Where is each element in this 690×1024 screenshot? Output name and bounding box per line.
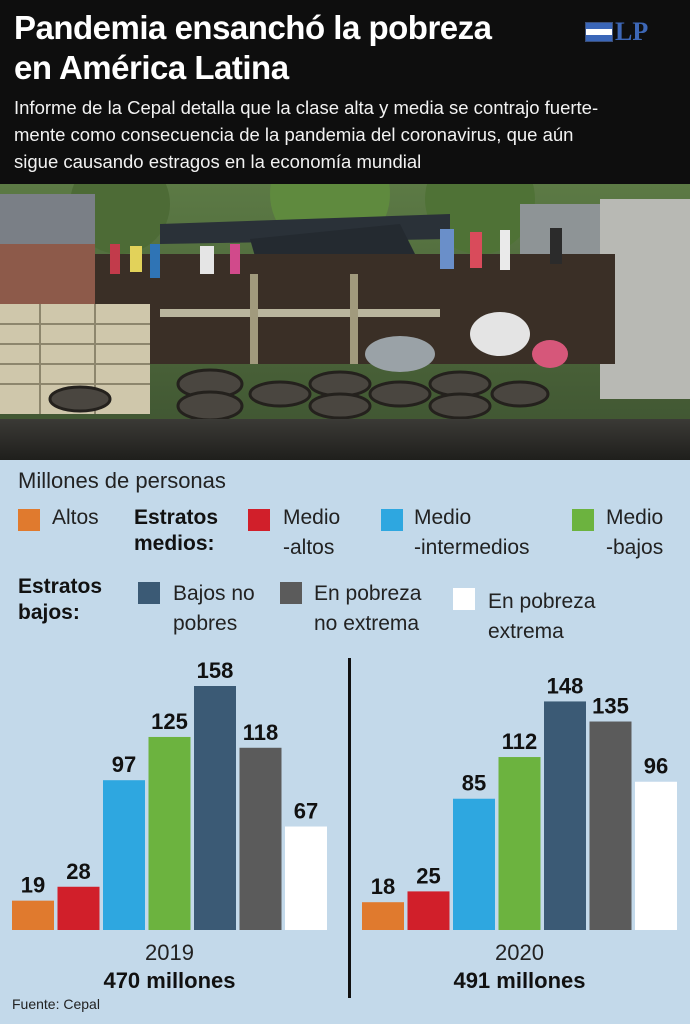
title-line-1: Pandemia ensanchó la pobreza [14, 9, 492, 46]
bajos-no-pobres-line-1: Bajos no [173, 582, 255, 605]
legend-swatch-bajos-no-pobres [138, 582, 160, 604]
bajos-no-pobres-line-2: pobres [173, 612, 238, 635]
legend-label-medio-bajos: Medio -bajos [606, 503, 663, 563]
bar-2019-pobreza-no-extrema [239, 747, 282, 930]
value-label-2019-medio-altos: 28 [66, 859, 90, 884]
bar-2019-medio-bajos [148, 736, 191, 930]
bar-2020-medio-intermedios [453, 798, 495, 930]
value-label-2019-bajos-no-pobres: 158 [197, 658, 234, 683]
bar-2019-altos [12, 900, 54, 930]
legend-label-pobreza-no-extrema: En pobreza no extrema [314, 579, 421, 639]
value-label-2019-medio-bajos: 125 [151, 709, 188, 734]
value-label-2020-pobreza-extrema: 96 [644, 754, 668, 779]
bar-2019-medio-intermedios [103, 780, 145, 930]
legend-swatch-pobreza-extrema [453, 588, 475, 610]
legend-label-pobreza-extrema: En pobreza extrema [488, 587, 595, 647]
value-label-2019-medio-intermedios: 97 [112, 752, 136, 777]
bar-2020-bajos-no-pobres [544, 701, 586, 930]
medio-bajos-line-2: -bajos [606, 536, 664, 559]
pobreza-extrema-line-1: En pobreza [488, 590, 596, 613]
value-label-2019-altos: 19 [21, 873, 45, 898]
value-label-2020-altos: 18 [371, 874, 395, 899]
legend-swatch-altos [18, 509, 40, 531]
value-label-2020-pobreza-no-extrema: 135 [592, 694, 629, 719]
legend-swatch-medio-bajos [572, 509, 594, 531]
estratos-bajos-line-2: bajos: [18, 601, 80, 624]
value-label-2019-pobreza-no-extrema: 118 [243, 720, 279, 745]
medio-intermedios-line-1: Medio [414, 506, 472, 529]
photo-illustration [0, 184, 690, 460]
bar-2019-bajos-no-pobres [194, 686, 236, 930]
estratos-bajos-line-1: Estratos [18, 575, 103, 598]
value-label-2020-medio-intermedios: 85 [462, 771, 486, 796]
total-label-2019: 470 millones [103, 968, 235, 993]
value-label-2020-medio-altos: 25 [416, 863, 440, 888]
subtitle-line-3: sigue causando estragos en la economía m… [14, 151, 422, 172]
subtitle: Informe de la Cepal detalla que la clase… [14, 94, 682, 175]
page-title: Pandemia ensanchó la pobreza en América … [14, 8, 584, 88]
medio-altos-line-2: -altos [283, 536, 335, 559]
logo-text: LP [615, 17, 649, 46]
legend-swatch-medio-intermedios [381, 509, 403, 531]
lp-logo: LP [585, 17, 653, 48]
subtitle-line-2: mente como consecuencia de la pandemia d… [14, 124, 574, 145]
bar-2019-medio-altos [57, 886, 100, 930]
estratos-medios-line-1: Estratos [134, 506, 219, 529]
pobreza-extrema-line-2: extrema [488, 620, 564, 643]
legend-swatch-pobreza-no-extrema [280, 582, 302, 604]
legend-label-bajos-no-pobres: Bajos no pobres [173, 579, 255, 639]
pobreza-no-extrema-line-1: En pobreza [314, 582, 422, 605]
bar-chart: 19 28 97 125 158 118 67 2019 470 millones 18 25 85 1… [12, 658, 677, 993]
bar-2020-medio-altos [407, 891, 450, 930]
medio-altos-line-1: Medio [283, 506, 341, 529]
flag-icon [585, 22, 613, 42]
source-note: Fuente: Cepal [12, 996, 100, 1012]
legend-label-altos: Altos [52, 506, 99, 529]
value-label-2019-pobreza-extrema: 67 [294, 799, 318, 824]
estratos-medios-line-2: medios: [134, 532, 215, 555]
year-label-2020: 2020 [495, 940, 544, 965]
header: Pandemia ensanchó la pobreza en América … [0, 0, 690, 184]
legend-heading-estratos-medios: Estratos medios: [134, 505, 218, 557]
subtitle-line-1: Informe de la Cepal detalla que la clase… [14, 97, 599, 118]
bar-2019-pobreza-extrema [285, 826, 327, 930]
title-line-2: en América Latina [14, 49, 289, 86]
total-label-2020: 491 millones [453, 968, 585, 993]
units-label: Millones de personas [18, 468, 226, 493]
legend-heading-estratos-bajos: Estratos bajos: [18, 574, 102, 626]
panel-divider [348, 658, 351, 998]
chart-panel: Millones de personas Altos Estratos medi… [0, 460, 690, 1024]
bar-2020-pobreza-no-extrema [589, 721, 632, 930]
pobreza-no-extrema-line-2: no extrema [314, 612, 420, 635]
bar-2020-pobreza-extrema [635, 781, 677, 930]
year-label-2019: 2019 [145, 940, 194, 965]
bar-2020-altos [362, 902, 404, 930]
bar-2020-medio-bajos [498, 757, 541, 930]
legend-label-medio-intermedios: Medio -intermedios [414, 503, 530, 563]
legend-label-medio-altos: Medio -altos [283, 503, 340, 563]
value-label-2020-medio-bajos: 112 [502, 729, 538, 754]
legend-swatch-medio-altos [248, 509, 270, 531]
value-label-2020-bajos-no-pobres: 148 [547, 673, 584, 698]
medio-intermedios-line-2: -intermedios [414, 536, 530, 559]
medio-bajos-line-1: Medio [606, 506, 664, 529]
slum-photo [0, 184, 690, 460]
